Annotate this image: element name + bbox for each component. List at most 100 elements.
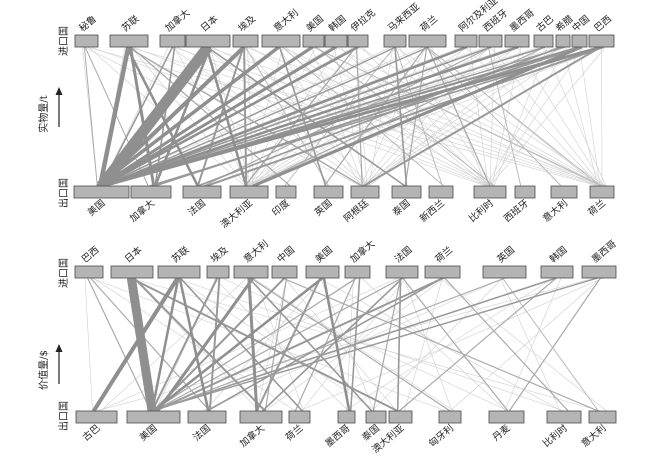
trade-flow	[151, 277, 557, 412]
exporter-label: 美国	[85, 197, 107, 218]
trade-flow	[282, 277, 599, 412]
trade-flow-minor	[280, 46, 599, 187]
importer-node	[159, 34, 186, 48]
importer-node	[571, 34, 588, 48]
exporter-label: 澳大利亚	[218, 197, 255, 231]
importer-node	[185, 34, 231, 48]
trade-flow	[501, 277, 599, 412]
trade-flow-minor	[440, 277, 607, 412]
trade-flow	[426, 46, 491, 187]
importer-label: 意大利	[241, 238, 271, 266]
trade-flow	[247, 277, 259, 412]
exporter-node	[388, 410, 413, 424]
exporter-label: 加拿大	[127, 197, 157, 225]
importer-label: 墨西哥	[590, 239, 619, 266]
trade-flow-minor	[90, 277, 447, 412]
trade-flow	[179, 277, 303, 412]
up-arrow-icon	[55, 344, 63, 384]
importer-label: 伊拉克	[348, 6, 378, 34]
trade-flow	[313, 46, 603, 187]
exporter-label: 荷兰	[283, 422, 305, 443]
trade-flow	[96, 45, 280, 188]
trade-flow	[261, 277, 404, 412]
trade-flow-minor	[487, 46, 584, 187]
importer-node	[157, 265, 201, 279]
trade-flow	[100, 45, 359, 188]
exporter-label: 英国	[312, 197, 334, 218]
importer-label: 荷兰	[418, 13, 440, 34]
trade-flow	[243, 46, 248, 187]
exporter-label: 加拿大	[237, 422, 267, 450]
exporter-node	[313, 185, 344, 199]
trade-flow	[250, 277, 451, 412]
trade-flow-minor	[362, 46, 578, 187]
value-axis-label: 价值量/$	[37, 350, 50, 390]
trade-flow-minor	[278, 46, 362, 187]
trade-flow	[103, 45, 519, 188]
importer-node	[232, 34, 259, 48]
importer-node	[109, 34, 149, 48]
trade-flow-minor	[299, 277, 604, 412]
importer-label: 巴西	[80, 245, 102, 266]
trade-flow-minor	[245, 46, 607, 187]
exporter-label: 法国	[186, 197, 208, 218]
exporter-node	[126, 410, 181, 424]
exporter-node	[546, 410, 582, 424]
trade-flow-minor	[404, 277, 443, 412]
trade-flow-minor	[489, 46, 606, 187]
exporter-label: 比利时	[466, 197, 496, 225]
importer-label: 埃及	[236, 13, 259, 35]
trade-flow	[99, 45, 314, 188]
importer-label: 日本	[122, 244, 145, 266]
trade-flow	[102, 45, 603, 188]
importer-label: 美国	[313, 244, 335, 265]
trade-flow	[156, 277, 255, 412]
importer-node	[385, 265, 419, 279]
importer-node	[261, 34, 301, 48]
trade-flow-minor	[84, 277, 93, 412]
importer-label: 加拿大	[348, 237, 378, 265]
trade-flow	[402, 277, 509, 412]
exporter-node	[438, 410, 462, 424]
importer-label: 韩国	[547, 244, 569, 265]
trade-flow	[206, 277, 443, 412]
exporter-node	[550, 185, 578, 199]
importer-node	[302, 34, 325, 48]
exporter-node	[73, 185, 130, 199]
trade-flow	[150, 277, 180, 412]
trade-flow	[128, 46, 156, 187]
trade-flow	[363, 46, 602, 187]
trade-flow	[153, 277, 403, 412]
importer-node	[233, 265, 269, 279]
exporter-node	[130, 185, 172, 199]
importer-label: 荷兰	[433, 244, 455, 265]
importer-node	[324, 34, 348, 48]
importer-node	[581, 265, 617, 279]
trade-flow	[208, 277, 221, 412]
exporter-node	[588, 410, 617, 424]
exporter-node	[337, 410, 356, 424]
importer-node	[454, 34, 478, 48]
exporter-node	[428, 185, 454, 199]
trade-flow	[97, 46, 131, 187]
importer-node	[478, 34, 503, 48]
importer-label: 埃及	[208, 244, 231, 266]
value-trade-flows	[84, 276, 607, 413]
trade-flow	[282, 46, 445, 187]
importer-label: 日本	[198, 13, 221, 35]
up-arrow-icon	[55, 87, 63, 127]
trade-flow-minor	[579, 46, 601, 187]
exporter-node	[391, 185, 422, 199]
importer-label: 加拿大	[163, 6, 193, 34]
trade-flow-minor	[398, 46, 495, 187]
exporter-label: 法国	[191, 422, 213, 443]
exporter-label: 印度	[270, 197, 293, 219]
importer-node	[110, 265, 154, 279]
trade-flow-minor	[256, 277, 287, 412]
trade-flow	[244, 46, 357, 187]
trade-flow	[178, 277, 210, 412]
trade-flow	[104, 46, 546, 187]
trade-flow	[151, 277, 358, 412]
importer-node	[540, 265, 574, 279]
